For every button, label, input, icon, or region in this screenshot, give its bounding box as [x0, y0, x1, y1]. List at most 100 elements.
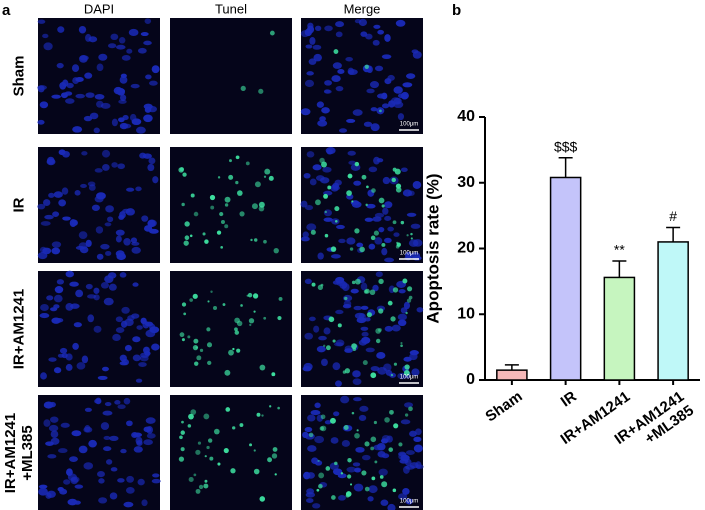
nucleus [152, 176, 159, 184]
tunel-spot [199, 348, 204, 352]
nucleus [397, 113, 405, 121]
tunel-spot [223, 447, 229, 454]
nucleus [110, 33, 119, 41]
tunel-spot [258, 205, 265, 212]
tunel-spot [258, 88, 264, 94]
nucleus [383, 363, 392, 372]
nucleus [74, 484, 84, 489]
nucleus [62, 216, 71, 221]
nucleus [107, 43, 117, 49]
nucleus [100, 282, 110, 289]
nucleus [94, 398, 102, 404]
tunel-spot [410, 232, 413, 236]
tunel-spot [178, 167, 184, 173]
nucleus [72, 77, 80, 85]
tunel-spot [181, 302, 187, 307]
nucleus [72, 342, 79, 350]
tunel-spot [365, 203, 368, 207]
nucleus [300, 108, 311, 116]
nucleus [346, 118, 356, 123]
tunel-spot [392, 287, 399, 293]
tunel-spot [373, 420, 377, 425]
nucleus [306, 223, 317, 231]
nucleus [115, 250, 125, 258]
nucleus [40, 221, 51, 226]
nucleus [407, 190, 415, 196]
nucleus [138, 362, 147, 367]
nucleus [110, 467, 118, 472]
nucleus [332, 62, 342, 69]
tunel-spot [390, 373, 394, 377]
nucleus [406, 73, 416, 79]
tunel-spot [396, 241, 399, 245]
nucleus [335, 31, 343, 38]
nucleus [96, 63, 104, 72]
tunel-spot [187, 335, 191, 339]
nucleus [139, 355, 149, 362]
nucleus [384, 201, 393, 209]
tunel-spot [204, 455, 207, 458]
nucleus [104, 402, 112, 407]
nucleus [400, 419, 411, 425]
tunel-spot [261, 414, 264, 417]
nucleus [117, 404, 126, 410]
nucleus [118, 37, 126, 44]
tunel-spot [317, 459, 320, 462]
nucleus [376, 442, 386, 451]
nucleus [353, 305, 362, 311]
tunel-spot [398, 442, 403, 447]
nucleus [373, 156, 380, 165]
tunel-spot [181, 420, 184, 424]
nucleus [79, 55, 88, 63]
tunel-spot [179, 332, 185, 338]
micrograph [38, 395, 160, 510]
nucleus [98, 53, 108, 61]
nucleus [96, 253, 104, 260]
tunel-spot [379, 109, 382, 113]
nucleus [314, 435, 325, 444]
nucleus [96, 100, 104, 108]
tunel-spot [351, 343, 357, 350]
tunel-spot [408, 295, 413, 300]
nucleus [61, 187, 69, 195]
nucleus [121, 306, 130, 314]
nucleus [147, 219, 157, 227]
tunel-spot [350, 483, 353, 486]
nucleus [48, 424, 59, 432]
nucleus [58, 149, 66, 156]
tunel-spot [378, 197, 385, 204]
nucleus [83, 115, 93, 122]
nucleus [336, 224, 345, 230]
nucleus [340, 395, 350, 404]
nucleus [338, 238, 346, 244]
nucleus [130, 237, 138, 244]
nucleus [143, 439, 153, 446]
tunel-spot [349, 247, 354, 251]
tunel-spot [347, 173, 353, 179]
tunel-spot [388, 447, 394, 452]
nucleus [45, 441, 54, 446]
nucleus [321, 107, 330, 114]
nucleus [338, 495, 346, 501]
tunel-spot [373, 230, 379, 236]
nucleus [115, 235, 122, 243]
micrograph [170, 18, 292, 134]
tunel-spot [234, 330, 240, 335]
tunel-spot [253, 468, 260, 475]
tunel-spot [346, 190, 352, 196]
nucleus [98, 478, 105, 484]
tunel-spot [259, 496, 266, 502]
tunel-spot [392, 488, 397, 493]
tunel-spot [222, 303, 226, 306]
tunel-spot [274, 473, 277, 476]
nucleus [302, 366, 312, 372]
tunel-spot [188, 476, 194, 483]
nucleus [58, 448, 68, 454]
nucleus [354, 18, 362, 24]
tunel-spot [363, 289, 368, 294]
nucleus [343, 300, 352, 308]
scale-label: 100μm [400, 122, 418, 128]
tunel-spot [229, 159, 232, 163]
tunel-spot [246, 294, 249, 297]
nucleus [353, 180, 362, 186]
